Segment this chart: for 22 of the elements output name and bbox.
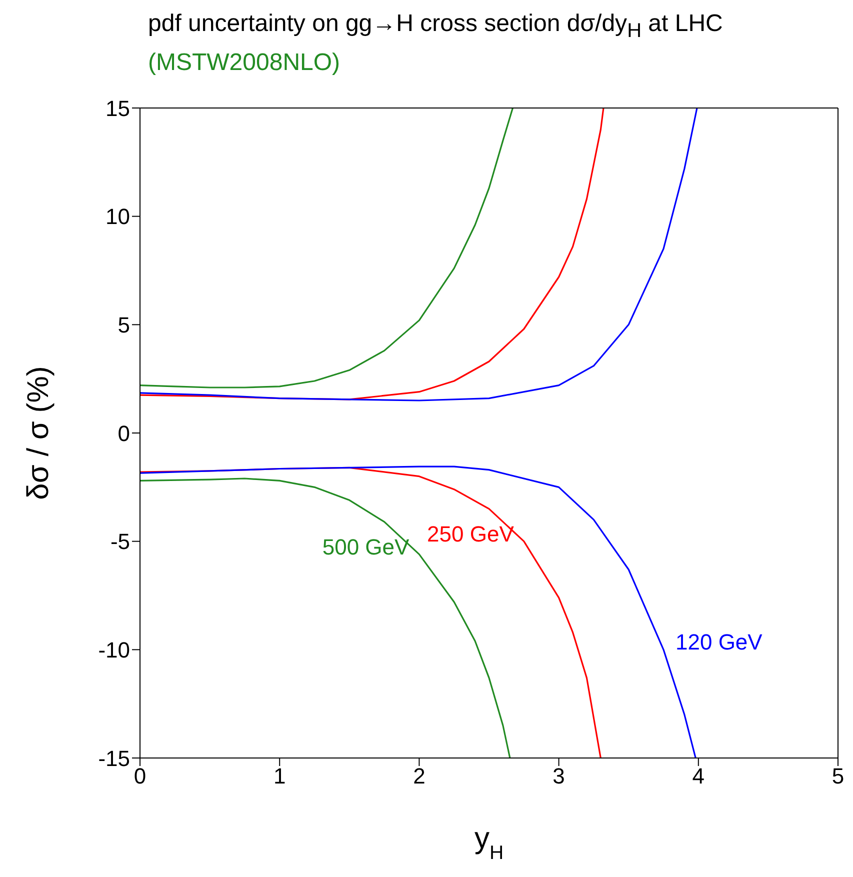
y-tick-label: 0 [118, 420, 130, 446]
y-tick-label: -10 [98, 637, 130, 662]
series-label: 120 GeV [676, 630, 763, 655]
line-series [140, 108, 698, 402]
y-tick-label: 15 [106, 96, 130, 121]
y-tick-label: -15 [98, 746, 130, 771]
x-tick-label: 4 [692, 764, 705, 789]
chart-subtitle: (MSTW2008NLO) [148, 48, 340, 76]
y-axis-title: δσ / σ (%) [22, 366, 55, 500]
y-tick-label: 10 [106, 204, 130, 230]
chart-title: pdf uncertainty on gg→H cross section dσ/dy$_{H}$ at LHC [148, 10, 723, 42]
line-series [140, 108, 514, 388]
y-tick-label: -5 [110, 529, 130, 554]
x-tick-label: 0 [134, 764, 146, 789]
x-axis-title: y$_{H}$ [474, 822, 504, 864]
x-tick-label: 1 [273, 764, 286, 789]
x-tick-label: 2 [413, 764, 426, 789]
series-label: 250 GeV [427, 521, 514, 546]
x-tick-label: 3 [552, 764, 565, 789]
x-tick-label: 5 [832, 764, 844, 789]
y-tick-label: 5 [118, 312, 130, 338]
series-label: 500 GeV [322, 534, 410, 560]
